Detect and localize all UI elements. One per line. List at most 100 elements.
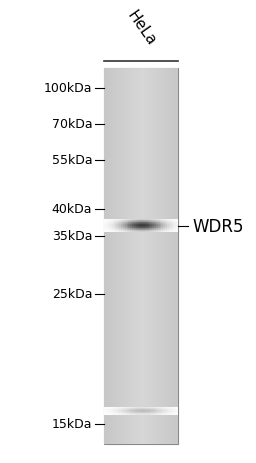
Bar bbox=[171, 230, 173, 231]
Bar bbox=[141, 413, 144, 414]
Bar bbox=[107, 407, 109, 408]
Bar bbox=[176, 410, 178, 411]
Bar bbox=[143, 228, 145, 229]
Bar bbox=[151, 221, 152, 222]
Bar bbox=[106, 219, 108, 220]
Bar bbox=[176, 227, 178, 228]
Bar bbox=[143, 227, 145, 228]
Bar bbox=[115, 224, 117, 225]
Bar bbox=[149, 223, 151, 224]
Bar bbox=[122, 408, 124, 409]
Bar bbox=[151, 407, 154, 408]
Bar bbox=[114, 220, 115, 221]
Bar bbox=[108, 230, 110, 231]
Bar bbox=[165, 230, 167, 231]
Bar bbox=[162, 220, 163, 221]
Bar bbox=[151, 225, 152, 226]
Bar bbox=[176, 222, 178, 223]
Bar bbox=[151, 408, 154, 409]
Bar bbox=[145, 69, 146, 444]
Bar bbox=[109, 410, 112, 411]
Bar bbox=[162, 230, 163, 231]
Bar bbox=[119, 414, 122, 415]
Bar bbox=[167, 228, 169, 229]
Bar bbox=[136, 225, 137, 226]
Bar bbox=[119, 231, 121, 232]
Bar bbox=[134, 229, 136, 230]
Bar bbox=[140, 230, 141, 231]
Bar bbox=[106, 223, 108, 224]
Bar bbox=[139, 407, 141, 408]
Bar bbox=[119, 226, 121, 227]
Bar bbox=[121, 223, 123, 224]
Bar bbox=[109, 407, 112, 408]
Bar bbox=[137, 231, 140, 232]
Bar bbox=[108, 226, 110, 227]
Bar bbox=[147, 226, 149, 227]
Bar bbox=[110, 225, 112, 226]
Bar bbox=[147, 69, 149, 444]
Bar bbox=[104, 225, 106, 226]
Bar bbox=[154, 230, 156, 231]
Bar bbox=[163, 407, 166, 408]
Bar bbox=[163, 220, 165, 221]
Bar bbox=[152, 220, 154, 221]
Bar bbox=[137, 220, 140, 221]
Bar bbox=[117, 412, 119, 413]
Bar bbox=[161, 407, 163, 408]
Bar bbox=[161, 69, 162, 444]
Bar bbox=[128, 232, 130, 233]
Bar bbox=[162, 227, 163, 228]
Bar bbox=[128, 219, 130, 220]
Bar bbox=[117, 410, 119, 411]
Bar bbox=[112, 225, 114, 226]
Bar bbox=[158, 410, 161, 411]
Bar bbox=[128, 231, 130, 232]
Bar bbox=[151, 413, 154, 414]
Bar bbox=[144, 412, 146, 413]
Bar bbox=[108, 221, 110, 222]
Bar bbox=[168, 411, 171, 412]
Bar bbox=[119, 232, 121, 233]
Bar bbox=[124, 410, 126, 411]
Bar bbox=[141, 407, 144, 408]
Bar bbox=[106, 222, 108, 223]
Bar bbox=[163, 232, 165, 233]
Bar bbox=[146, 411, 149, 412]
Bar bbox=[125, 230, 126, 231]
Bar bbox=[110, 219, 112, 220]
Bar bbox=[129, 414, 131, 415]
Bar bbox=[126, 229, 128, 230]
Bar bbox=[146, 409, 149, 410]
Bar bbox=[171, 410, 173, 411]
Bar bbox=[161, 409, 163, 410]
Bar bbox=[149, 226, 151, 227]
Bar bbox=[131, 412, 134, 413]
Bar bbox=[167, 227, 169, 228]
Bar bbox=[126, 227, 128, 228]
Bar bbox=[171, 232, 173, 233]
Bar bbox=[124, 414, 126, 415]
Bar bbox=[163, 230, 165, 231]
Bar bbox=[137, 223, 140, 224]
Bar bbox=[156, 224, 158, 225]
Bar bbox=[134, 412, 136, 413]
Bar bbox=[111, 69, 112, 444]
Bar bbox=[154, 407, 156, 408]
Bar bbox=[162, 224, 163, 225]
Bar bbox=[174, 222, 176, 223]
Bar bbox=[174, 225, 176, 226]
Bar bbox=[149, 219, 151, 220]
Bar bbox=[165, 220, 167, 221]
Bar bbox=[126, 410, 129, 411]
Bar bbox=[141, 219, 143, 220]
Bar bbox=[149, 411, 151, 412]
Bar bbox=[163, 229, 165, 230]
Bar bbox=[106, 220, 108, 221]
Bar bbox=[136, 407, 139, 408]
Bar bbox=[104, 407, 107, 408]
Bar bbox=[132, 219, 134, 220]
Text: 35kDa: 35kDa bbox=[52, 230, 92, 243]
Bar bbox=[149, 407, 151, 408]
Bar bbox=[131, 69, 133, 444]
